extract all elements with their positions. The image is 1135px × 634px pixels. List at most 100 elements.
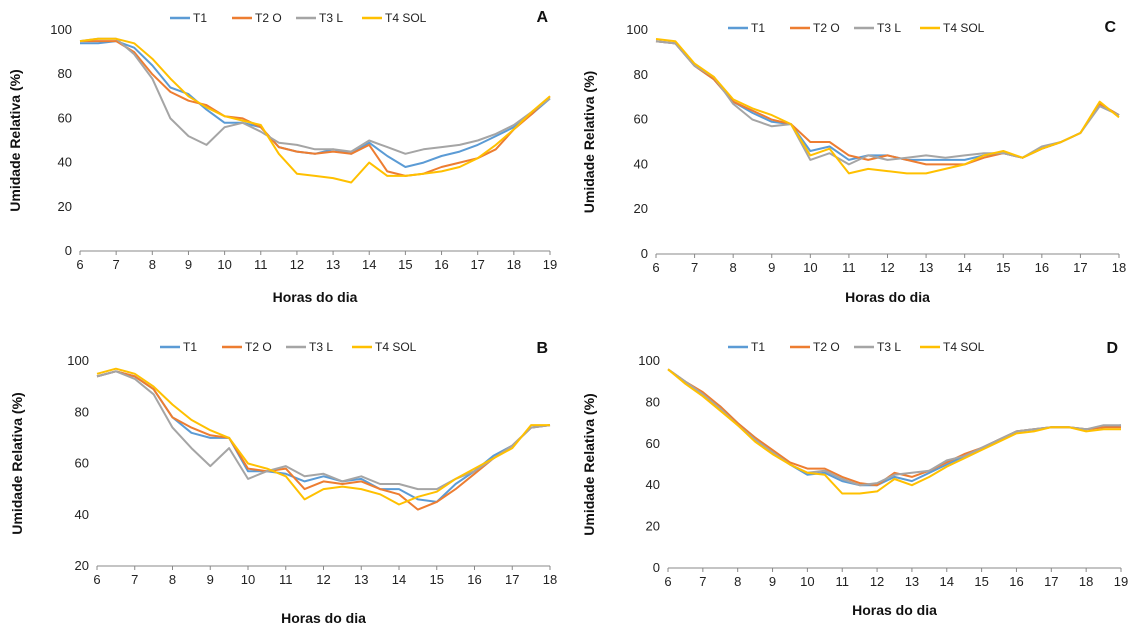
x-tick-label: 8 (149, 257, 156, 272)
x-tick-label: 9 (207, 572, 214, 587)
legend-label: T2 O (813, 340, 840, 354)
legend-label: T2 O (245, 340, 272, 354)
x-tick-label: 16 (434, 257, 448, 272)
x-tick-label: 10 (217, 257, 231, 272)
x-tick-label: 9 (185, 257, 192, 272)
legend-label: T1 (193, 11, 207, 25)
x-tick-label: 12 (316, 572, 330, 587)
x-axis-title: Horas do dia (281, 610, 366, 626)
x-tick-label: 18 (1079, 574, 1093, 589)
panel-letter: B (536, 340, 548, 357)
x-tick-label: 8 (734, 574, 741, 589)
chart-b: 20 40 60 80 100 6 7 8 9 10 11 12 13 14 15 16 17 18 Horas d… (9, 340, 557, 626)
panel-letter: D (1106, 340, 1118, 357)
x-tick-label: 15 (974, 574, 988, 589)
x-tick-label: 9 (769, 574, 776, 589)
x-tick-label: 15 (996, 260, 1010, 275)
x-tick-label: 7 (131, 572, 138, 587)
x-tick-label: 7 (691, 260, 698, 275)
series-line-t3-l (655, 40, 1120, 166)
y-tick-label: 40 (58, 155, 72, 170)
y-tick-label: 0 (653, 560, 660, 575)
x-tick-label: 18 (543, 572, 557, 587)
x-tick-label: 10 (803, 260, 817, 275)
legend-label: T4 SOL (375, 340, 417, 354)
x-tick-label: 18 (507, 257, 521, 272)
y-tick-label: 20 (58, 199, 72, 214)
x-tick-label: 11 (254, 257, 268, 272)
legend-label: T3 L (877, 340, 901, 354)
x-tick-label: 13 (326, 257, 340, 272)
x-tick-label: 12 (870, 574, 884, 589)
y-axis-title: Umidade Relativa (%) (581, 393, 597, 535)
x-axis-title: Horas do dia (273, 289, 358, 305)
x-tick-label: 13 (354, 572, 368, 587)
series-line-t4-sol (96, 367, 550, 506)
x-tick-label: 17 (505, 572, 519, 587)
y-tick-label: 80 (646, 394, 660, 409)
series-line-t2-o (80, 40, 551, 177)
x-tick-label: 7 (113, 257, 120, 272)
y-tick-label: 60 (75, 456, 89, 471)
series-line-t3-l (96, 370, 551, 491)
x-tick-label: 16 (467, 572, 481, 587)
panel-letter: C (1104, 19, 1116, 36)
legend-label: T3 L (319, 11, 343, 25)
y-tick-label: 100 (67, 353, 89, 368)
y-tick-label: 0 (641, 246, 648, 261)
x-tick-label: 10 (241, 572, 255, 587)
y-tick-label: 80 (634, 67, 648, 82)
x-tick-label: 13 (919, 260, 933, 275)
x-tick-label: 16 (1035, 260, 1049, 275)
series-line-t3-l (79, 37, 551, 155)
legend-label: T2 O (255, 11, 282, 25)
x-tick-label: 6 (664, 574, 671, 589)
x-tick-label: 10 (800, 574, 814, 589)
x-tick-label: 11 (279, 572, 293, 587)
series-line-t4-sol (655, 38, 1120, 175)
y-axis-title: Umidade Relativa (%) (7, 69, 23, 211)
series-line-t4-sol (79, 37, 551, 184)
legend-label: T3 L (309, 340, 333, 354)
x-tick-label: 19 (1114, 574, 1128, 589)
y-tick-label: 60 (646, 436, 660, 451)
y-tick-label: 100 (626, 22, 648, 37)
panel-d: 0 20 40 60 80 100 6 7 8 9 10 11 12 13 14 15 16 17 18 19 Hora… (568, 317, 1135, 634)
chart-d: 0 20 40 60 80 100 6 7 8 9 10 11 12 13 14 15 16 17 18 19 Hora… (581, 340, 1128, 618)
panel-c: 0 20 40 60 80 100 6 7 8 9 10 11 12 13 14 15 16 17 18 Horas … (568, 0, 1135, 317)
x-tick-label: 8 (169, 572, 176, 587)
y-axis-title: Umidade Relativa (%) (581, 71, 597, 213)
x-tick-label: 6 (652, 260, 659, 275)
x-tick-label: 12 (880, 260, 894, 275)
y-tick-label: 20 (75, 558, 89, 573)
y-tick-label: 0 (65, 243, 72, 258)
legend-label: T1 (751, 340, 765, 354)
panel-a: 0 20 40 60 80 100 6 7 8 9 10 11 12 13 14 15 16 17 18 19 Hora… (0, 0, 565, 317)
y-axis-title: Umidade Relativa (%) (9, 392, 25, 534)
legend-label: T4 SOL (385, 11, 427, 25)
x-tick-label: 7 (699, 574, 706, 589)
y-tick-label: 40 (75, 507, 89, 522)
y-tick-label: 40 (646, 477, 660, 492)
y-tick-label: 100 (50, 22, 72, 37)
panel-letter: A (536, 9, 548, 26)
x-axis-title: Horas do dia (845, 289, 930, 305)
x-axis-title: Horas do dia (852, 602, 937, 618)
x-tick-label: 14 (940, 574, 954, 589)
x-tick-label: 15 (430, 572, 444, 587)
y-tick-label: 60 (58, 110, 72, 125)
x-tick-label: 8 (730, 260, 737, 275)
series-line-t4-sol (667, 368, 1121, 495)
legend-label: T4 SOL (943, 21, 985, 35)
x-tick-label: 6 (93, 572, 100, 587)
x-tick-label: 11 (842, 260, 856, 275)
x-tick-label: 12 (290, 257, 304, 272)
y-tick-label: 60 (634, 112, 648, 127)
x-tick-label: 19 (543, 257, 557, 272)
series-line-t2-o (96, 370, 551, 511)
y-tick-label: 20 (634, 201, 648, 216)
x-tick-label: 17 (1073, 260, 1087, 275)
y-tick-label: 100 (638, 353, 660, 368)
x-tick-label: 17 (470, 257, 484, 272)
legend-label: T1 (751, 21, 765, 35)
